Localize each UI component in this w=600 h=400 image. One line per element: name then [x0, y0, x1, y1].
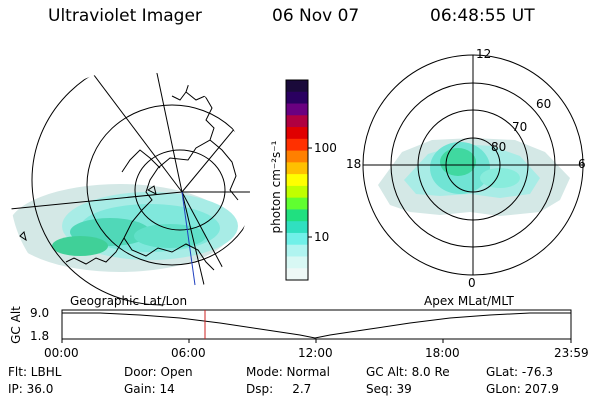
colorbar-band	[286, 127, 308, 140]
colorbar-band	[286, 221, 308, 234]
x-tick-2359: 23:59	[554, 346, 589, 360]
alt-ytick-1.8: 1.8	[30, 329, 50, 343]
lat-grid	[10, 70, 250, 310]
alt-ylabel: GC Alt	[9, 306, 23, 344]
status-dsp: Dsp: 2.7	[246, 382, 312, 396]
colorbar-band	[286, 115, 308, 128]
colorbar-frame	[285, 79, 309, 281]
magnetic-panel-label: Apex MLat/MLT	[424, 294, 514, 308]
colorbar-band	[286, 174, 308, 187]
mlt-label-18: 18	[346, 157, 362, 171]
x-tick-0000: 00:00	[44, 346, 79, 360]
mlt-spokes	[363, 55, 583, 275]
status-door: Door: Open	[124, 365, 193, 379]
status-seq: Seq: 39	[366, 382, 412, 396]
status-gc-alt: GC Alt: 8.0 Re	[366, 365, 450, 379]
colorbar-band	[286, 138, 308, 152]
status-mode: Mode: Normal	[246, 365, 330, 379]
colorbar-band	[286, 268, 308, 281]
status-gain: Gain: 14	[124, 382, 175, 396]
colorbar-band	[286, 185, 308, 199]
status-glon: GLon: 207.9	[486, 382, 559, 396]
colorbar-title: photon cm⁻²s⁻¹	[269, 140, 283, 234]
status-flt: Flt: LBHL	[8, 365, 62, 379]
colorbar-band	[286, 256, 308, 269]
date-label: 06 Nov 07	[272, 6, 360, 26]
x-tick-0600: 06:00	[171, 346, 206, 360]
mlat-label-80: 80	[491, 140, 507, 154]
colorbar-band	[286, 244, 308, 258]
mlat-label-70: 70	[512, 120, 528, 134]
colorbar-band	[286, 162, 308, 175]
aurora-glow-mag	[378, 138, 570, 216]
status-glat: GLat: -76.3	[486, 365, 553, 379]
colorbar-band	[286, 197, 308, 211]
mlt-label-12: 12	[476, 47, 492, 61]
geographic-panel-label: Geographic Lat/Lon	[70, 294, 188, 308]
status-ip: IP: 36.0	[8, 382, 54, 396]
mlat-label-60: 60	[536, 97, 552, 111]
time-label: 06:48:55 UT	[430, 6, 535, 26]
coastline	[65, 70, 239, 271]
x-axis-ticks	[61, 339, 572, 343]
instrument-title: Ultraviolet Imager	[48, 6, 202, 26]
mlt-label-0: 0	[468, 276, 476, 290]
color-scale-bar	[286, 80, 308, 281]
colorbar-tick-label-10: 10	[314, 230, 330, 244]
colorbar-tick-label-100: 100	[314, 141, 337, 155]
colorbar-band	[286, 80, 308, 93]
colorbar-band	[286, 103, 308, 116]
altitude-plot	[61, 309, 572, 343]
colorbar-band	[286, 91, 308, 105]
local-meridian	[181, 191, 196, 286]
colorbar-band	[286, 150, 308, 163]
x-tick-1800: 18:00	[425, 346, 460, 360]
magnetic-polar-plot	[362, 54, 584, 276]
mlt-label-6: 6	[578, 157, 586, 171]
islands	[19, 185, 157, 242]
altitude-curve	[62, 312, 571, 339]
colorbar-band	[286, 209, 308, 222]
x-tick-1200: 12:00	[298, 346, 333, 360]
colorbar-band	[286, 232, 308, 246]
alt-ytick-9: 9.0	[30, 306, 50, 320]
